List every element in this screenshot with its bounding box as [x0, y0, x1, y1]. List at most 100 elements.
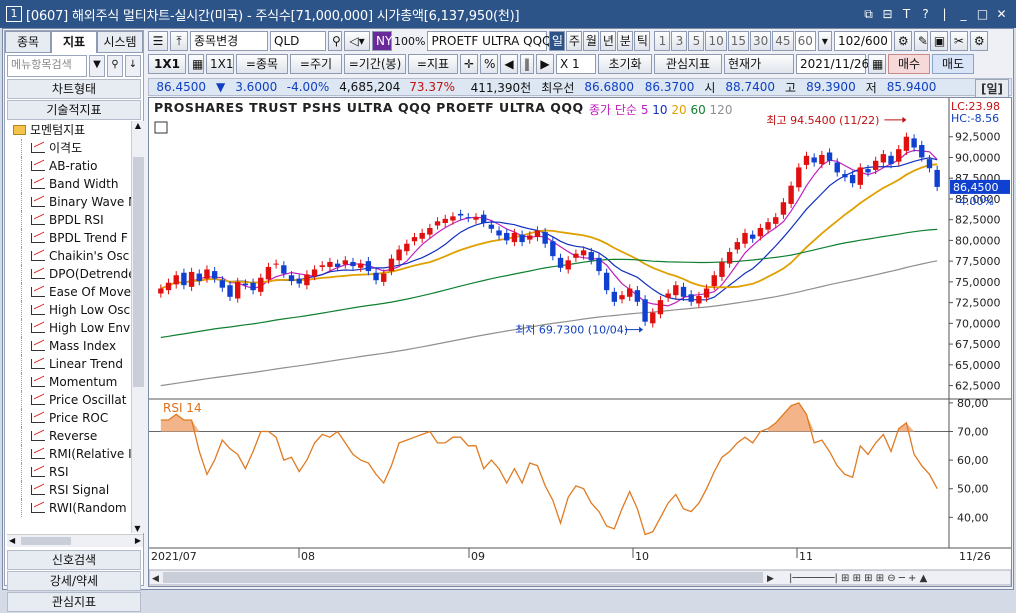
indicator-item[interactable]: Ease Of Move	[7, 283, 131, 301]
tools-icon[interactable]: ✂	[949, 31, 968, 51]
indicator-item[interactable]: DPO(Detrende	[7, 265, 131, 283]
menu-search-input[interactable]: 메뉴항목검색	[7, 55, 87, 77]
line-chart-icon	[31, 449, 45, 459]
count-input[interactable]: 102/600	[833, 31, 892, 51]
indicator-item[interactable]: High Low Env	[7, 319, 131, 337]
period-button[interactable]: 틱	[634, 31, 651, 51]
dropdown-icon[interactable]: ▼	[89, 55, 105, 77]
chart-type-button[interactable]: 차트형태	[7, 79, 141, 99]
hscroll-thumb[interactable]	[21, 537, 71, 545]
tab-system[interactable]: 시스템	[97, 31, 143, 53]
view-1x1-button[interactable]: 1X1	[148, 54, 186, 74]
step-back-icon[interactable]: ◀	[500, 54, 518, 74]
indicator-item[interactable]: Price ROC	[7, 409, 131, 427]
prev-next-icon[interactable]: ◁▾	[344, 31, 370, 51]
indicator-item[interactable]: RWI(Random	[7, 499, 131, 517]
interval-dropdown-icon[interactable]: ▾	[817, 31, 832, 51]
tree-vertical-scrollbar[interactable]: ▲ ▼	[131, 121, 144, 533]
indicator-item[interactable]: High Low Osc	[7, 301, 131, 319]
close-button[interactable]: ✕	[996, 7, 1007, 21]
link-indicator-button[interactable]: =지표	[408, 54, 458, 74]
favorite-indicator-button[interactable]: 관심지표	[7, 592, 141, 612]
pin-icon[interactable]: ⤒	[170, 31, 188, 51]
period-button[interactable]: 일	[549, 31, 566, 51]
indicator-item[interactable]: Price Oscillat	[7, 391, 131, 409]
pin-small-icon[interactable]: ✎	[913, 31, 928, 51]
layout-icon[interactable]: ⊟	[882, 7, 893, 21]
technical-indicator-button[interactable]: 기술적지표	[7, 100, 141, 120]
indicator-item[interactable]: Reverse	[7, 427, 131, 445]
interval-button[interactable]: 30	[750, 31, 772, 51]
chart-settings-icon[interactable]: ⚙	[893, 31, 912, 51]
indicator-item[interactable]: Chaikin's Osc	[7, 247, 131, 265]
strength-button[interactable]: 강세/약세	[7, 571, 141, 591]
interval-button[interactable]: 3	[671, 31, 688, 51]
tree-folder[interactable]: 모멘텀지표	[7, 121, 131, 139]
chart-svg[interactable]: 92,500090,000087,500085,000082,500080,00…	[149, 98, 1011, 586]
scroll-down-icon[interactable]: ▼	[134, 524, 141, 533]
indicator-item[interactable]: Band Width	[7, 175, 131, 193]
period-button[interactable]: 분	[617, 31, 634, 51]
minimize-button[interactable]: _	[960, 7, 967, 21]
indicator-item[interactable]: BPDL Trend F	[7, 229, 131, 247]
tab-items[interactable]: 종목	[5, 31, 51, 53]
indicator-item[interactable]: RSI Signal	[7, 481, 131, 499]
percent-icon[interactable]: %	[480, 54, 498, 74]
grid-icon[interactable]: ▦	[188, 54, 204, 74]
sell-button[interactable]: 매도	[932, 54, 974, 74]
period-tag[interactable]: [일]	[974, 79, 1009, 98]
tile-icon[interactable]: ⧉	[864, 7, 873, 21]
crosshair-icon[interactable]: ✛	[460, 54, 478, 74]
search-icon[interactable]: ⚲	[328, 31, 342, 51]
scroll-left-icon[interactable]: ◀	[9, 536, 16, 545]
indicator-item[interactable]: Binary Wave M	[7, 193, 131, 211]
help-icon[interactable]: ?	[922, 7, 929, 21]
period-button[interactable]: 주	[566, 31, 583, 51]
period-button[interactable]: 월	[583, 31, 600, 51]
indicator-item[interactable]: 이격도	[7, 139, 131, 157]
indicator-item[interactable]: BPDL RSI	[7, 211, 131, 229]
tree-horizontal-scrollbar[interactable]: ◀ ▶	[7, 534, 143, 547]
pause-icon[interactable]: ‖	[520, 54, 534, 74]
view-1x1-small-button[interactable]: 1X1	[206, 54, 234, 74]
config-icon[interactable]: ⚙	[969, 31, 988, 51]
indicator-item[interactable]: Mass Index	[7, 337, 131, 355]
interval-button[interactable]: 5	[688, 31, 705, 51]
menu-icon[interactable]: ☰	[148, 31, 168, 51]
tab-indicators[interactable]: 지표	[51, 31, 97, 53]
indicator-item[interactable]: RMI(Relative I	[7, 445, 131, 463]
period-button[interactable]: 년	[600, 31, 617, 51]
save-icon[interactable]: ▣	[929, 31, 948, 51]
price-select[interactable]: 현재가	[724, 54, 794, 74]
indicator-item[interactable]: AB-ratio	[7, 157, 131, 175]
interval-button[interactable]: 60	[794, 31, 816, 51]
date-input[interactable]: 2021/11/26	[796, 54, 869, 74]
link-range-button[interactable]: =기간(봉)	[344, 54, 406, 74]
buy-button[interactable]: 매수	[888, 54, 930, 74]
font-icon[interactable]: T	[902, 7, 911, 21]
reset-button[interactable]: 초기화	[598, 54, 652, 74]
interval-button[interactable]: 45	[772, 31, 794, 51]
search-icon[interactable]: ⚲	[107, 55, 123, 77]
indicator-item[interactable]: RSI	[7, 463, 131, 481]
interval-button[interactable]: 15	[727, 31, 750, 51]
step-forward-icon[interactable]: ▶	[536, 54, 554, 74]
down-arrow-icon[interactable]: ↓	[125, 55, 141, 77]
link-item-button[interactable]: =종목	[236, 54, 288, 74]
maximize-button[interactable]: □	[976, 7, 989, 21]
indicator-item[interactable]: Linear Trend	[7, 355, 131, 373]
symbol-input[interactable]: QLD	[270, 31, 326, 51]
interval-button[interactable]: 1	[654, 31, 671, 51]
multiplier-select[interactable]: X 1	[556, 54, 596, 74]
link-period-button[interactable]: =주기	[290, 54, 342, 74]
favorite-indicator-button-top[interactable]: 관심지표	[654, 54, 722, 74]
code-change-select[interactable]: 종목변경	[190, 31, 268, 51]
interval-button[interactable]: 10	[705, 31, 727, 51]
chart-panel[interactable]: 92,5000 90,0000 87,5000 85,0000 82,5000 80,00…	[148, 97, 1012, 587]
scroll-thumb[interactable]	[133, 157, 144, 387]
scroll-up-icon[interactable]: ▲	[134, 121, 142, 130]
signal-search-button[interactable]: 신호검색	[7, 550, 141, 570]
calendar-icon[interactable]: ▦	[868, 54, 886, 74]
scroll-right-icon[interactable]: ▶	[134, 536, 141, 545]
indicator-item[interactable]: Momentum	[7, 373, 131, 391]
